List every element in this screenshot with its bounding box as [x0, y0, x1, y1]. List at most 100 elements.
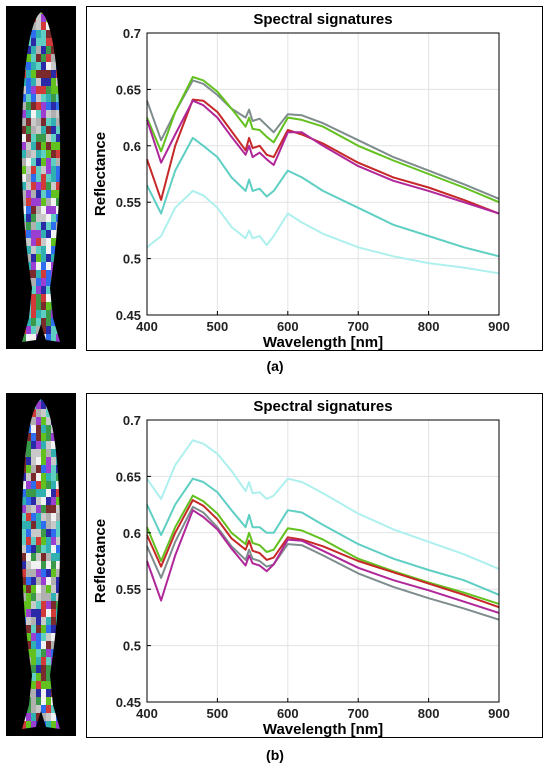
- fish-segment-tile: [36, 399, 41, 401]
- fish-segment-tile: [41, 417, 46, 425]
- fish-segment-tile: [26, 102, 31, 110]
- fish-segment-tile: [26, 553, 31, 561]
- fish-segment-tile: [46, 302, 51, 310]
- fish-segment-tile: [31, 158, 36, 166]
- fish-segment-tile: [46, 214, 51, 222]
- fish-segment-tile: [46, 409, 51, 417]
- fish-segment-tile: [61, 433, 66, 441]
- fish-segment-tile: [61, 489, 66, 497]
- fish-segment-tile: [36, 697, 41, 705]
- fish-segment-tile: [41, 561, 46, 569]
- fish-segment-tile: [26, 214, 31, 222]
- fish-segment-tile: [16, 110, 21, 118]
- fish-segment-tile: [16, 521, 21, 529]
- fish-segment-tile: [16, 6, 21, 14]
- series-line-cyan: [146, 189, 500, 275]
- fish-segment-tile: [16, 22, 21, 30]
- fish-segment-tile: [31, 142, 36, 150]
- fish-segment-tile: [21, 46, 26, 54]
- fish-segment-tile: [31, 318, 36, 326]
- fish-segment-tile: [26, 278, 31, 286]
- x-tick-label: 600: [277, 706, 299, 721]
- fish-segment-tile: [16, 70, 21, 78]
- fish-segment-tile: [26, 649, 31, 657]
- fish-segment-tile: [16, 625, 21, 633]
- fish-segment-tile: [16, 166, 21, 174]
- fish-segment-tile: [46, 457, 51, 465]
- fish-segment-tile: [31, 433, 36, 441]
- fish-segment-tile: [56, 441, 61, 449]
- fish-segment-tile: [16, 425, 21, 433]
- fish-segment-tile: [61, 729, 66, 736]
- fish-segment-tile: [31, 246, 36, 254]
- fish-segment-tile: [41, 425, 46, 433]
- fish-segment-tile: [16, 553, 21, 561]
- fish-segment-tile: [31, 46, 36, 54]
- fish-segment-tile: [51, 705, 56, 713]
- fish-segment-tile: [41, 625, 46, 633]
- fish-segment-tile: [56, 465, 61, 473]
- fish-segment-tile: [51, 102, 56, 110]
- fish-segment-tile: [31, 585, 36, 593]
- fish-segment-tile: [31, 310, 36, 318]
- fish-segment-tile: [36, 593, 41, 601]
- fish-segment-tile: [21, 142, 26, 150]
- fish-segment-tile: [36, 673, 41, 681]
- fish-segment-tile: [41, 409, 46, 417]
- fish-segment-tile: [36, 54, 41, 62]
- fish-segment-tile: [36, 689, 41, 697]
- fish-segment-tile: [51, 238, 56, 246]
- fish-segment-tile: [61, 198, 66, 206]
- fish-segment-tile: [36, 110, 41, 118]
- spectral-chart-b: Spectral signatures 400 500 600 700 800 900 0.4…: [86, 393, 543, 738]
- fish-segment-tile: [26, 54, 31, 62]
- fish-segment-tile: [21, 70, 26, 78]
- fish-segment-tile: [51, 174, 56, 182]
- fish-segment-tile: [51, 545, 56, 553]
- fish-segment-tile: [31, 625, 36, 633]
- fish-segment-tile: [46, 689, 51, 697]
- fish-segment-tile: [51, 78, 56, 86]
- fish-segment-tile: [61, 182, 66, 190]
- fish-segment-tile: [51, 158, 56, 166]
- fish-segment-tile: [16, 118, 21, 126]
- fish-segment-tile: [46, 198, 51, 206]
- fish-segment-tile: [16, 182, 21, 190]
- fish-segment-tile: [56, 12, 61, 14]
- fish-segment-tile: [56, 665, 61, 673]
- fish-segment-tile: [31, 230, 36, 238]
- fish-segment-tile: [26, 449, 31, 457]
- fish-segment-tile: [31, 529, 36, 537]
- fish-segment-tile: [51, 609, 56, 617]
- fish-segment-tile: [56, 38, 61, 46]
- fish-segment-tile: [56, 118, 61, 126]
- fish-segment-tile: [36, 246, 41, 254]
- fish-segment-tile: [61, 649, 66, 657]
- fish-segment-tile: [26, 433, 31, 441]
- fish-segment-tile: [16, 294, 21, 302]
- fish-segment-tile: [36, 286, 41, 294]
- fish-segment-tile: [41, 318, 46, 326]
- fish-segment-tile: [51, 182, 56, 190]
- fish-segment-tile: [46, 649, 51, 657]
- fish-segment-tile: [61, 86, 66, 94]
- fish-segment-tile: [61, 190, 66, 198]
- fish-segment-tile: [51, 641, 56, 649]
- fish-segment-tile: [36, 22, 41, 30]
- fish-segment-tile: [46, 657, 51, 665]
- y-tick-label: 0.5: [123, 252, 141, 267]
- fish-segment-tile: [41, 238, 46, 246]
- fish-segment-tile: [26, 142, 31, 150]
- fish-segment-tile: [51, 302, 56, 310]
- fish-segment-tile: [51, 449, 56, 457]
- fish-segment-tile: [31, 102, 36, 110]
- fish-segment-tile: [16, 481, 21, 489]
- fish-segment-tile: [21, 689, 26, 697]
- fish-segment-tile: [16, 713, 21, 721]
- fish-segment-tile: [61, 473, 66, 481]
- fish-segment-tile: [21, 198, 26, 206]
- fish-segment-tile: [26, 489, 31, 497]
- fish-segment-tile: [51, 665, 56, 673]
- x-tick-label: 700: [347, 706, 369, 721]
- fish-segment-tile: [21, 617, 26, 625]
